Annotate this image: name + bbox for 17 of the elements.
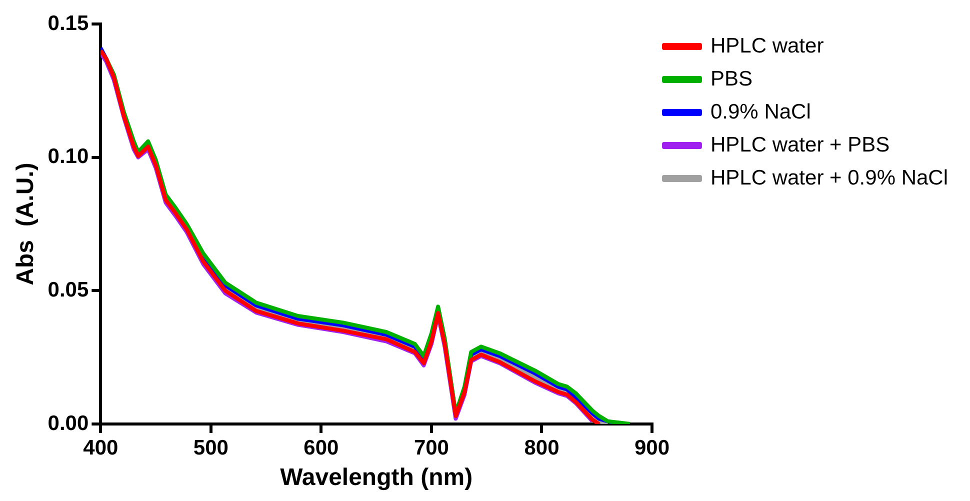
x-tick-label: 400 xyxy=(83,436,118,460)
x-axis-title: Wavelength (nm) xyxy=(280,464,473,492)
x-tick-label: 500 xyxy=(193,436,228,460)
x-tick-label: 600 xyxy=(304,436,339,460)
y-tick-label: 0.00 xyxy=(48,412,89,435)
x-tick-label: 800 xyxy=(524,436,560,460)
legend-label: HPLC water xyxy=(710,34,824,58)
legend-label: PBS xyxy=(710,67,753,90)
legend-label: HPLC water + 0.9% NaCl xyxy=(710,166,948,190)
legend-label: HPLC water + PBS xyxy=(710,133,890,156)
legend-label: 0.9% NaCl xyxy=(710,100,811,124)
x-tick-label: 700 xyxy=(414,436,449,460)
y-tick-label: 0.15 xyxy=(48,12,89,35)
y-tick-label: 0.10 xyxy=(48,145,89,168)
y-tick-label: 0.05 xyxy=(48,278,89,302)
y-axis-title: Abs (A.U.) xyxy=(12,162,40,286)
x-tick-label: 900 xyxy=(634,436,670,460)
